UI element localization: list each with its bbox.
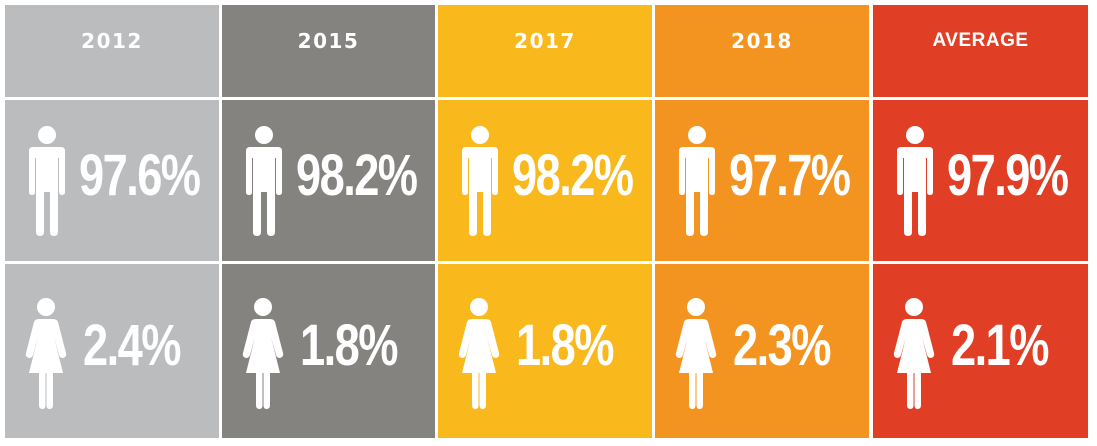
woman-icon bbox=[675, 298, 717, 409]
year-label: 2012 bbox=[81, 29, 143, 53]
woman-icon bbox=[893, 298, 935, 409]
year-label: 2017 bbox=[514, 29, 576, 53]
men-cell: 97.7% bbox=[655, 100, 869, 261]
men-percentage: 98.2% bbox=[296, 143, 418, 208]
column-average: AVERAGE 97.9% 2.1% bbox=[873, 0, 1088, 446]
column-2017: 2017 98.2% 1.8% bbox=[438, 0, 652, 446]
year-label: 2015 bbox=[297, 29, 360, 53]
woman-icon bbox=[242, 298, 284, 409]
women-cell: 1.8% bbox=[222, 264, 435, 438]
woman-icon bbox=[458, 298, 500, 409]
men-percentage: 98.2% bbox=[512, 143, 634, 208]
men-cell: 98.2% bbox=[222, 100, 435, 261]
man-icon bbox=[462, 126, 498, 236]
women-percentage: 2.4% bbox=[83, 313, 181, 378]
column-header: AVERAGE bbox=[873, 5, 1088, 97]
column-2012: 2012 97.6% 2.4% bbox=[5, 0, 219, 446]
women-cell: 1.8% bbox=[438, 264, 652, 438]
women-percentage: 1.8% bbox=[300, 313, 398, 378]
column-header: 2015 bbox=[222, 5, 435, 97]
women-percentage: 2.3% bbox=[733, 313, 831, 378]
year-label: AVERAGE bbox=[932, 30, 1029, 51]
column-header: 2012 bbox=[5, 5, 219, 97]
women-cell: 2.4% bbox=[5, 264, 219, 438]
column-2015: 2015 98.2% 1.8% bbox=[222, 0, 435, 446]
column-2018: 2018 97.7% 2.3% bbox=[655, 0, 869, 446]
women-cell: 2.1% bbox=[873, 264, 1088, 438]
man-icon bbox=[897, 126, 933, 236]
woman-icon bbox=[25, 298, 67, 409]
men-cell: 97.9% bbox=[873, 100, 1088, 261]
women-cell: 2.3% bbox=[655, 264, 869, 438]
men-cell: 97.6% bbox=[5, 100, 219, 261]
men-percentage: 97.7% bbox=[729, 143, 851, 208]
men-cell: 98.2% bbox=[438, 100, 652, 261]
women-percentage: 2.1% bbox=[951, 313, 1049, 378]
man-icon bbox=[679, 126, 715, 236]
man-icon bbox=[246, 126, 282, 236]
year-label: 2018 bbox=[731, 29, 793, 53]
men-percentage: 97.6% bbox=[79, 143, 201, 208]
column-header: 2017 bbox=[438, 5, 652, 97]
column-header: 2018 bbox=[655, 5, 869, 97]
men-percentage: 97.9% bbox=[947, 143, 1069, 208]
women-percentage: 1.8% bbox=[516, 313, 614, 378]
man-icon bbox=[29, 126, 65, 236]
